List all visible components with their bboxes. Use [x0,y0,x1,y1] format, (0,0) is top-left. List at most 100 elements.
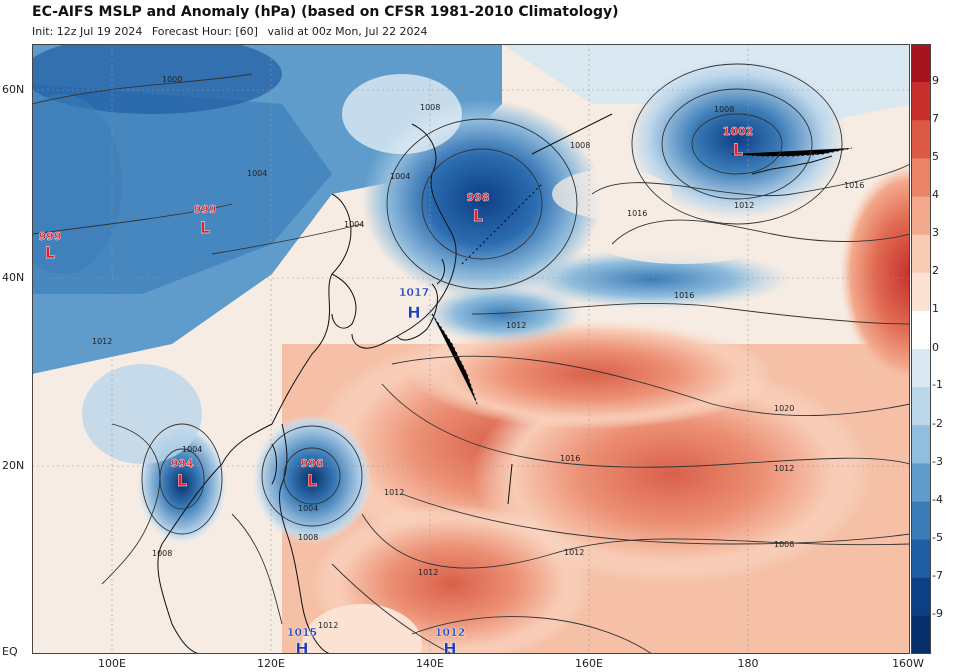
svg-text:1002: 1002 [723,125,754,138]
lon-label-100e: 100E [98,657,126,670]
isobar-label: 1012 [734,201,754,210]
isobar-label: 1004 [247,169,267,178]
init-time: Init: 12z Jul 19 2024 [32,25,143,38]
low-center-bering: 1002 L [722,125,754,159]
svg-text:1015: 1015 [287,626,318,639]
lat-label-20n: 20N [2,459,25,472]
low-center-mongolia: 999 L [193,203,217,237]
colorbar-label: 7 [932,112,939,125]
colorbar-label: -3 [932,455,943,468]
colorbar-swatch [911,425,931,464]
colorbar-label: -7 [932,569,943,582]
svg-text:1017: 1017 [399,286,430,299]
svg-text:L: L [45,243,55,262]
isobar-label: 1004 [298,504,318,513]
svg-text:1012: 1012 [435,626,466,639]
lon-label-120e: 120E [257,657,285,670]
svg-text:996: 996 [301,457,324,470]
isobar-label: 1016 [674,291,694,300]
lat-label-60n: 60N [2,83,25,96]
isobar-label: 1016 [844,181,864,190]
colorbar-swatch [911,539,931,579]
colorbar-label: -1 [932,378,943,391]
low-center-south-china-sea: 994 L [170,457,194,490]
colorbar-swatch [911,196,931,236]
isobar-label: 1016 [560,454,580,463]
lat-label-40n: 40N [2,271,25,284]
svg-text:L: L [177,471,187,490]
isobar-label: 1012 [564,548,584,557]
svg-text:999: 999 [194,203,217,216]
colorbar-label: 2 [932,264,939,277]
isobar-label: 1000 [162,75,182,84]
lat-label-eq: EQ [2,645,18,658]
isobar-label: 1008 [774,540,794,549]
low-center-west-edge: 999 L [38,230,62,262]
anomaly-map: 1000 1008 1004 1004 1004 1008 1008 1012 … [32,44,910,654]
svg-text:H: H [407,303,420,322]
svg-text:L: L [200,218,210,237]
colorbar-label: -2 [932,417,943,430]
lon-label-160e: 160E [575,657,603,670]
colorbar-label: -4 [932,493,943,506]
colorbar-swatch [911,501,931,541]
colorbar-swatch [911,349,931,388]
map-subtitle: Init: 12z Jul 19 2024 Forecast Hour: [60… [32,25,434,38]
low-center-philippine-sea: 996 L [300,457,324,490]
isobar-label: 1008 [420,103,440,112]
isobar-label: 1008 [714,105,734,114]
isobar-label: 1012 [318,621,338,630]
colorbar-label: 0 [932,341,939,354]
svg-text:L: L [307,471,317,490]
isobar-label: 1012 [774,464,794,473]
isobar-label: 1012 [92,337,112,346]
colorbar-label: 5 [932,150,939,163]
colorbar-label: -5 [932,531,943,544]
colorbar-swatch [911,82,931,121]
colorbar-swatch [911,158,931,198]
map-title: EC-AIFS MSLP and Anomaly (hPa) (based on… [32,4,619,20]
isobar-label: 1020 [774,404,794,413]
svg-text:H: H [295,639,308,654]
isobar-label: 1012 [384,488,404,497]
colorbar-swatch [911,463,931,503]
lon-label-160w: 160W [892,657,924,670]
high-center-equator-east: 1012 H [434,626,466,654]
colorbar-label: -9 [932,607,943,620]
svg-text:999: 999 [39,230,62,243]
high-center-equator-west: 1015 H [286,626,318,654]
colorbar-label: 1 [932,302,939,315]
colorbar-swatch [911,577,931,617]
isobar-label: 1004 [344,220,364,229]
svg-text:994: 994 [171,457,194,470]
colorbar-label: 3 [932,226,939,239]
valid-time: valid at 00z Mon, Jul 22 2024 [267,25,428,38]
colorbar-swatch [911,120,931,159]
isobar-label: 1016 [627,209,647,218]
colorbar [911,44,931,654]
isobar-label: 1004 [390,172,410,181]
colorbar-swatch [911,615,931,654]
colorbar-swatch [911,310,931,350]
colorbar-swatch [911,272,931,312]
svg-text:L: L [733,140,743,159]
svg-text:998: 998 [467,191,490,204]
lon-label-140e: 140E [416,657,444,670]
high-center-japan: 1017 H [398,286,430,322]
isobar-label: 1008 [570,141,590,150]
colorbar-swatch [911,387,931,426]
forecast-hour: Forecast Hour: [60] [151,25,258,38]
low-center-okhotsk: 998 L [466,191,490,225]
isobar-label: 1008 [298,533,318,542]
lon-label-180: 180 [737,657,759,670]
isobar-label: 1012 [506,321,526,330]
colorbar-swatch [911,234,931,274]
isobar-label: 1008 [152,549,172,558]
isobar-label: 1004 [182,445,202,454]
svg-text:L: L [473,206,483,225]
colorbar-swatch [911,44,931,83]
isobar-label: 1012 [418,568,438,577]
colorbar-label: 9 [932,74,939,87]
svg-text:H: H [443,639,456,654]
colorbar-label: 4 [932,188,939,201]
